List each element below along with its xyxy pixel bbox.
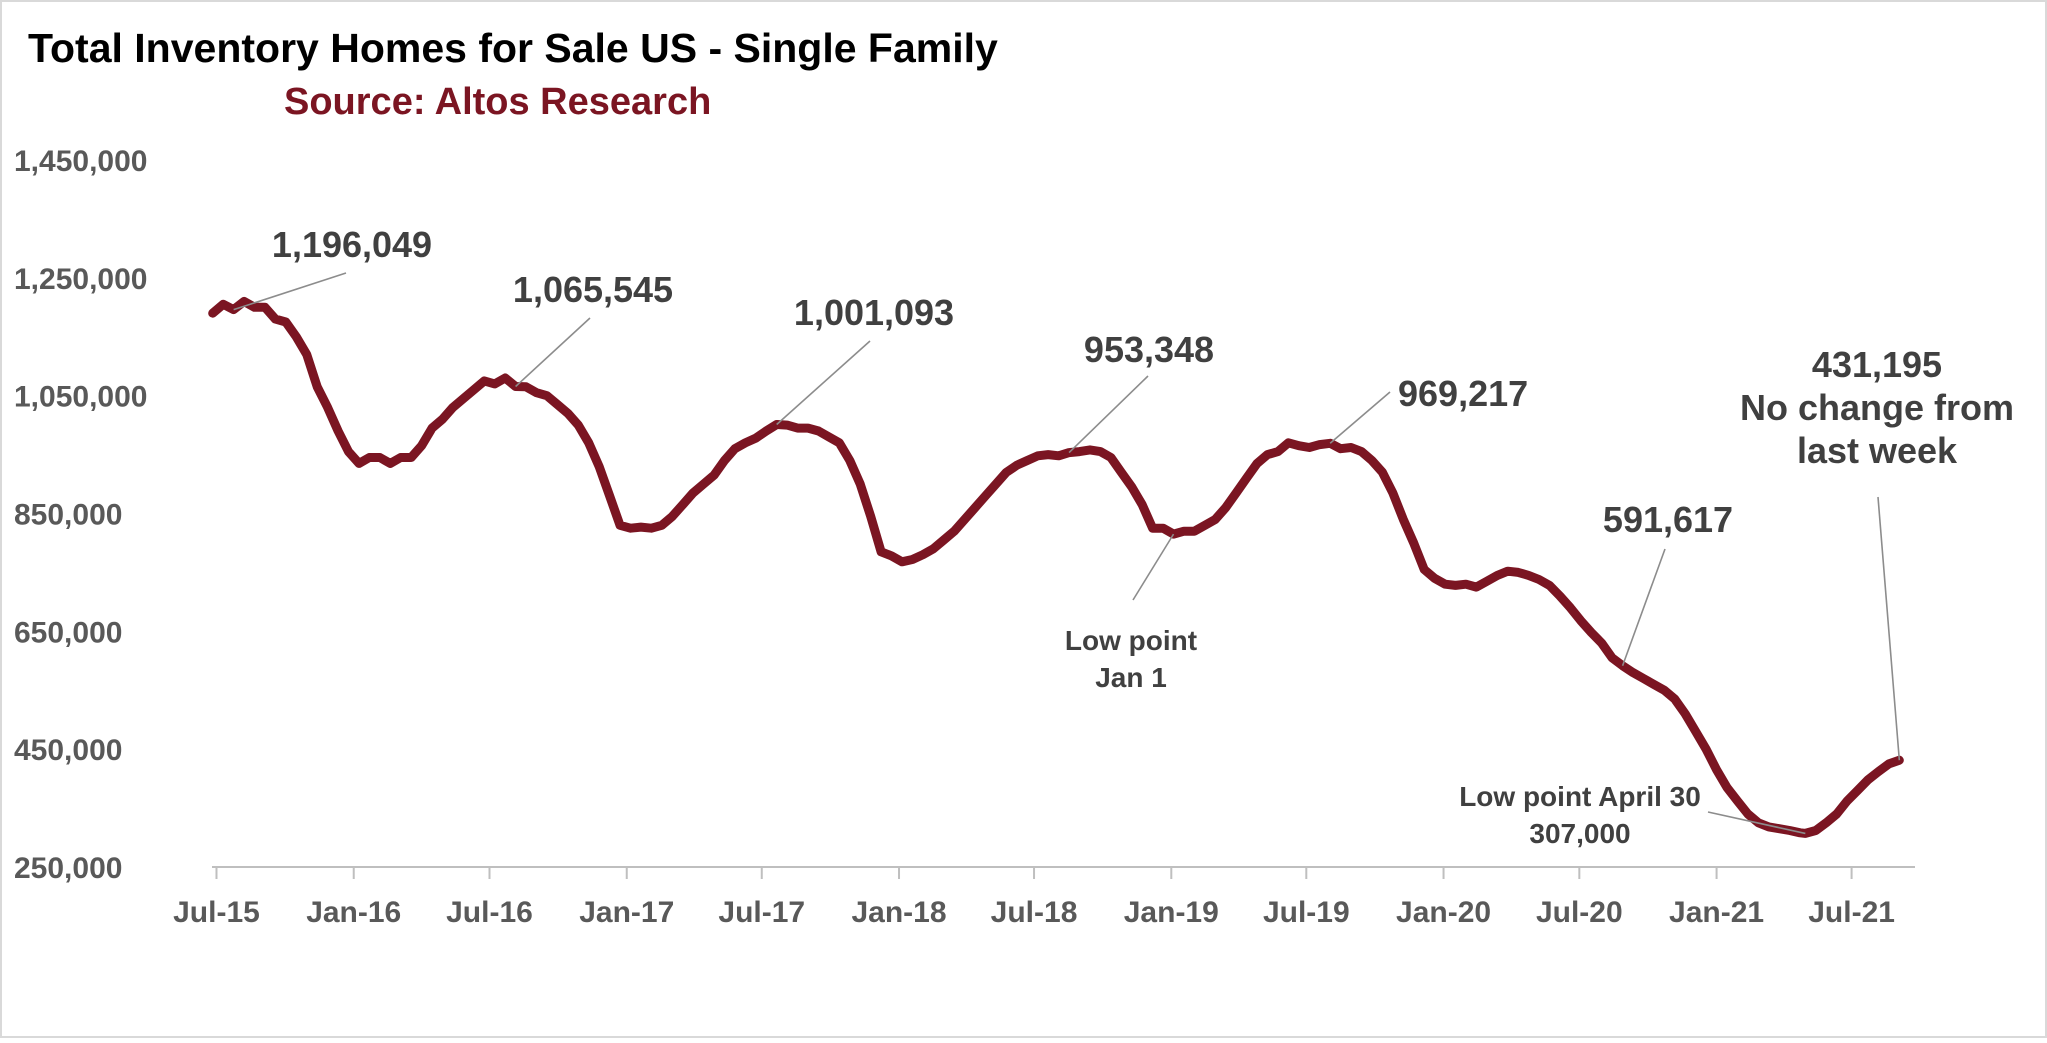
annotation-leader-line — [1877, 496, 1901, 761]
annotation-leader-line — [1621, 548, 1666, 667]
annotation-label: Low point April 30 — [1459, 781, 1701, 812]
x-tick-label: Jan-20 — [1396, 896, 1491, 929]
x-tick-label: Jul-19 — [1263, 896, 1350, 929]
x-tick-label: Jul-15 — [173, 896, 260, 929]
annotation-label: 1,065,545 — [513, 269, 673, 310]
annotation-leader-line — [1707, 811, 1806, 835]
y-tick-label: 650,000 — [14, 616, 122, 649]
annotation-label: Low point — [1065, 625, 1197, 656]
chart-title: Total Inventory Homes for Sale US - Sing… — [28, 25, 998, 71]
annotation-label: Jan 1 — [1095, 662, 1167, 693]
annotation-leader-line — [233, 272, 347, 311]
y-tick-label: 1,250,000 — [14, 263, 147, 296]
annotation-label: 969,217 — [1398, 373, 1528, 414]
x-tick-label: Jan-18 — [851, 896, 946, 929]
annotation-leader-line — [1132, 533, 1175, 601]
x-tick-label: Jan-17 — [579, 896, 674, 929]
x-tick-label: Jan-16 — [306, 896, 401, 929]
annotation-label: 307,000 — [1529, 818, 1630, 849]
annotation-label: 591,617 — [1603, 499, 1733, 540]
annotation-label: 1,001,093 — [794, 292, 954, 333]
annotation-leader-line — [776, 340, 871, 426]
x-tick-label: Jul-16 — [446, 896, 533, 929]
annotation-layer: 1,196,049 1,065,545 1,001,093 953,348 969,21… — [233, 224, 2014, 849]
y-tick-label: 1,050,000 — [14, 381, 147, 414]
annotation-label: 1,196,049 — [272, 224, 432, 265]
x-axis: Jul-15 Jan-16 Jul-16 Jan-17 Jul-17 Jan-18 Jul-… — [173, 867, 1895, 929]
y-axis: 250,000 450,000 650,000 850,000 1,050,000 1,2… — [14, 145, 147, 885]
annotation-label: 953,348 — [1084, 329, 1214, 370]
x-tick-label: Jul-17 — [718, 896, 805, 929]
x-tick-label: Jan-21 — [1669, 896, 1764, 929]
y-tick-label: 850,000 — [14, 499, 122, 532]
annotation-leader-line — [1329, 391, 1391, 444]
y-tick-label: 450,000 — [14, 734, 122, 767]
x-tick-label: Jan-19 — [1124, 896, 1219, 929]
annotation-label: last week — [1797, 430, 1958, 471]
annotation-label: No change from — [1740, 387, 2014, 428]
annotation-leader-line — [515, 317, 591, 388]
y-tick-label: 1,450,000 — [14, 145, 147, 178]
y-tick-label: 250,000 — [14, 852, 122, 885]
x-tick-label: Jul-20 — [1536, 896, 1623, 929]
chart-subtitle: Source: Altos Research — [284, 81, 711, 123]
annotation-leader-line — [1068, 375, 1149, 454]
x-tick-label: Jul-21 — [1808, 896, 1895, 929]
x-tick-label: Jul-18 — [991, 896, 1078, 929]
annotation-label: 431,195 — [1812, 344, 1942, 385]
